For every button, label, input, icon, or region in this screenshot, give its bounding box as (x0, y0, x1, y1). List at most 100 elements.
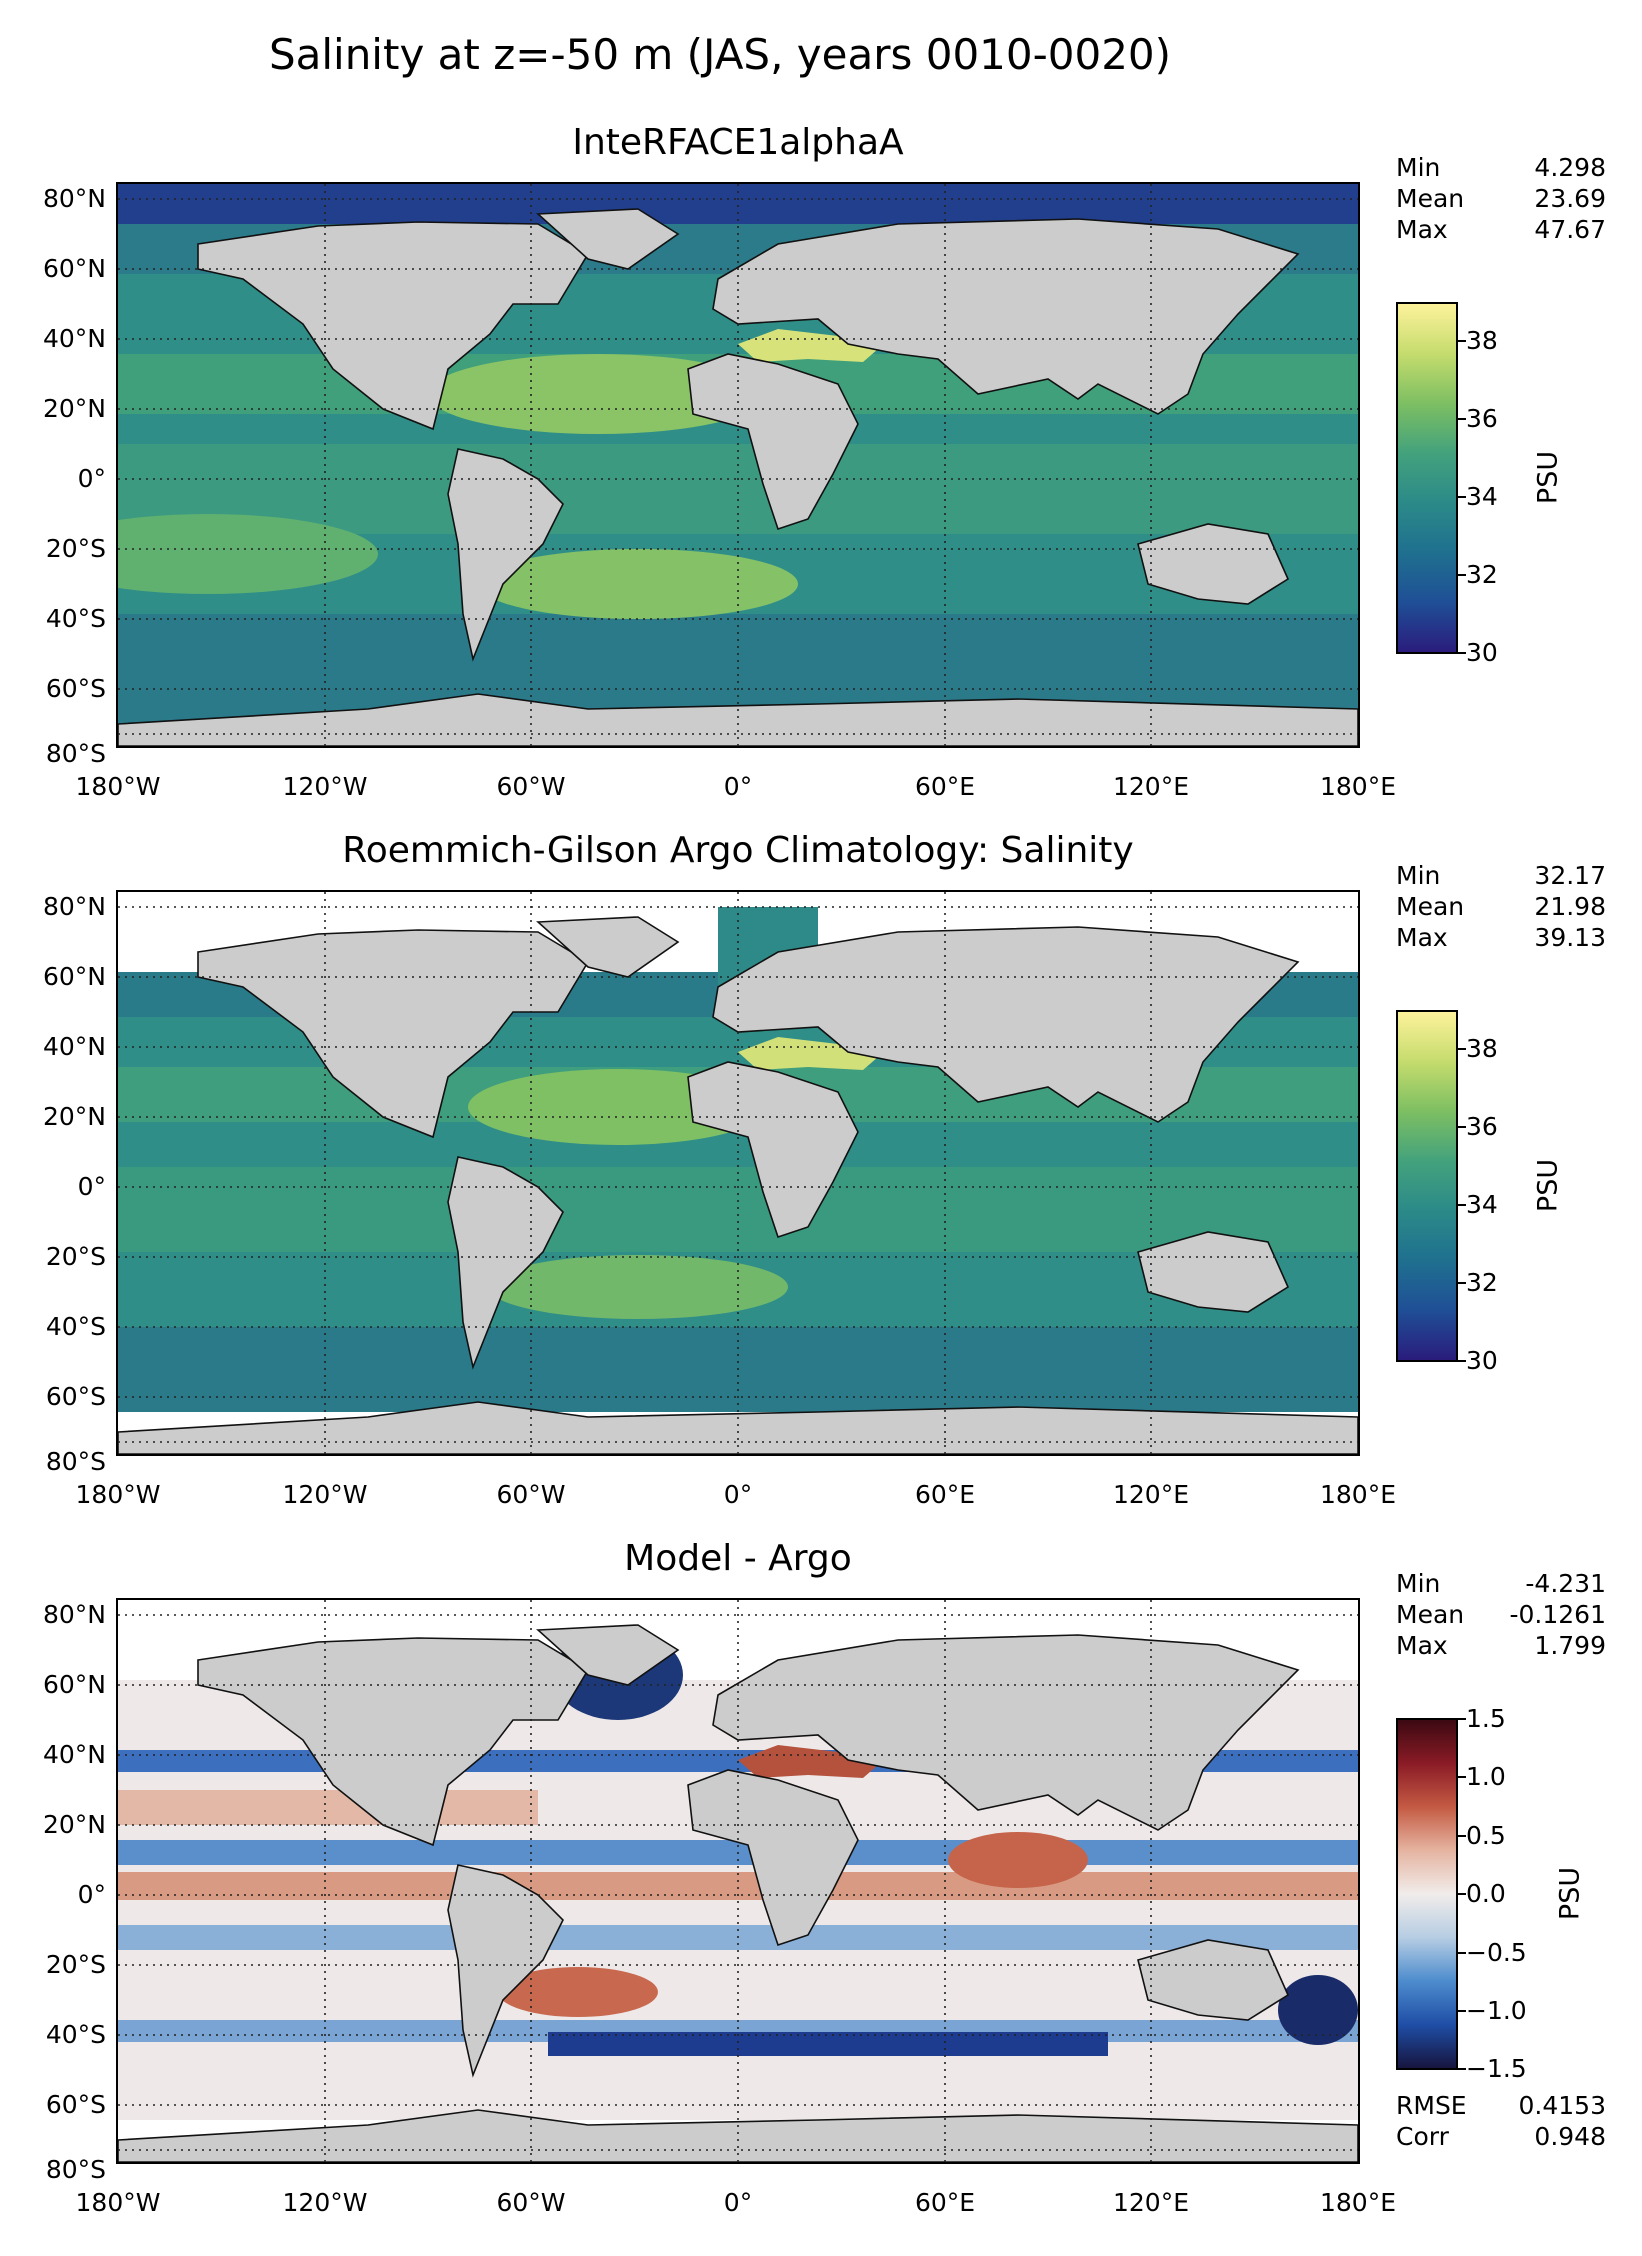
stat-row: Max 1.799 (1396, 1630, 1606, 1661)
colorbar-tick-mark (1458, 1204, 1466, 1206)
stat-row: Min 32.17 (1396, 860, 1606, 891)
stat-label: Max (1396, 1631, 1448, 1660)
eurasia (712, 926, 1300, 1123)
stat-value: 0.4153 (1518, 2091, 1606, 2120)
colorbar-tick: 36 (1466, 1112, 1498, 1141)
x-tick: 180°W (75, 2188, 161, 2217)
panel-2-map (116, 890, 1360, 1456)
y-tick: 0° (77, 1172, 106, 1201)
colorbar-tick-mark (1458, 1126, 1466, 1128)
stat-row: Min 4.298 (1396, 152, 1606, 183)
south-america (447, 1156, 564, 1370)
colorbar-tick: 0.5 (1466, 1821, 1506, 1850)
colorbar-tick-mark (1458, 1048, 1466, 1050)
stat-value: 47.67 (1534, 215, 1606, 244)
panel-3-error-stats: RMSE 0.4153 Corr 0.948 (1396, 2090, 1606, 2152)
australia (1137, 1231, 1290, 1313)
x-tick: 180°W (75, 772, 161, 801)
figure-title: Salinity at z=-50 m (JAS, years 0010-002… (268, 30, 1172, 79)
stat-row: Max 47.67 (1396, 214, 1606, 245)
south-pacific-salinity-max (118, 514, 378, 594)
atlantic-salinity-max (428, 354, 768, 434)
africa (687, 1769, 859, 1947)
y-tick: 80°S (45, 1447, 106, 1476)
stat-value: 1.799 (1534, 1631, 1606, 1660)
land-masses (118, 208, 1358, 746)
antarctica (118, 2109, 1358, 2162)
x-tick: 120°E (1112, 1480, 1189, 1509)
australia (1137, 523, 1290, 605)
south-america (447, 1864, 564, 2078)
antarctica (118, 1401, 1358, 1454)
stat-label: Mean (1396, 1600, 1465, 1629)
colorbar-tick-mark (1458, 2068, 1466, 2070)
x-tick: 60°W (496, 2188, 566, 2217)
colorbar-tick: −0.5 (1466, 1938, 1527, 1967)
north-america (197, 1637, 590, 1847)
colorbar-label: PSU (1532, 1158, 1564, 1213)
colorbar-tick-mark (1458, 1952, 1466, 1954)
stat-label: Corr (1396, 2122, 1449, 2151)
panel-3-colorbar (1396, 1718, 1458, 2070)
north-america (197, 221, 590, 431)
x-tick: 120°W (282, 1480, 368, 1509)
map-grid (118, 892, 1358, 1454)
mediterranean-sea (738, 1037, 878, 1070)
stat-value: 4.298 (1534, 153, 1606, 182)
colorbar-tick-mark (1458, 1282, 1466, 1284)
y-tick: 0° (77, 1880, 106, 1909)
stat-row: Mean 21.98 (1396, 891, 1606, 922)
y-tick: 20°S (45, 534, 106, 563)
y-tick: 60°N (42, 254, 106, 283)
y-tick: 40°S (45, 2020, 106, 2049)
colorbar-tick: 1.5 (1466, 1704, 1506, 1733)
y-tick: 60°S (45, 2090, 106, 2119)
stat-label: Mean (1396, 184, 1465, 213)
x-tick: 120°E (1112, 2188, 1189, 2217)
y-tick: 80°N (42, 1600, 106, 1629)
stat-value: -4.231 (1525, 1569, 1606, 1598)
colorbar-label: PSU (1532, 450, 1564, 505)
panel-2-map-svg (118, 892, 1358, 1454)
x-tick: 0° (723, 1480, 753, 1509)
greenland (536, 208, 680, 270)
stat-row: Corr 0.948 (1396, 2121, 1606, 2152)
australia (1137, 1939, 1290, 2021)
y-tick: 60°S (45, 1382, 106, 1411)
colorbar-tick: 34 (1466, 1190, 1498, 1219)
y-tick: 40°N (42, 1032, 106, 1061)
x-tick: 120°E (1112, 772, 1189, 801)
colorbar-tick: 1.0 (1466, 1762, 1506, 1791)
stat-label: Min (1396, 1569, 1441, 1598)
africa (687, 353, 859, 531)
stat-value: 0.948 (1534, 2122, 1606, 2151)
colorbar-tick: 0.0 (1466, 1879, 1506, 1908)
y-tick: 20°S (45, 1950, 106, 1979)
y-tick: 20°N (42, 1810, 106, 1839)
mediterranean-positive (738, 1745, 878, 1778)
eurasia (712, 218, 1300, 415)
stat-label: Min (1396, 861, 1441, 890)
colorbar-tick-mark (1458, 2010, 1466, 2012)
stat-label: Max (1396, 215, 1448, 244)
africa (687, 1061, 859, 1239)
y-tick: 80°S (45, 2155, 106, 2184)
colorbar-tick-mark (1458, 418, 1466, 420)
greenland (536, 1624, 680, 1686)
y-tick: 80°N (42, 184, 106, 213)
stat-value: -0.1261 (1509, 1600, 1607, 1629)
y-tick: 20°N (42, 394, 106, 423)
panel-3-stats: Min -4.231 Mean -0.1261 Max 1.799 (1396, 1568, 1606, 1661)
colorbar-tick: −1.0 (1466, 1996, 1527, 2025)
colorbar-tick-mark (1458, 1893, 1466, 1895)
x-tick: 0° (723, 772, 753, 801)
stat-row: Mean 23.69 (1396, 183, 1606, 214)
antarctica (118, 693, 1358, 746)
arctic-fresh-band (118, 184, 1358, 224)
x-tick: 60°E (914, 2188, 976, 2217)
stat-value: 21.98 (1534, 892, 1606, 921)
x-tick: 60°W (496, 1480, 566, 1509)
panel-3-map-svg (118, 1600, 1358, 2162)
y-tick: 40°N (42, 1740, 106, 1769)
colorbar-tick-mark (1458, 340, 1466, 342)
